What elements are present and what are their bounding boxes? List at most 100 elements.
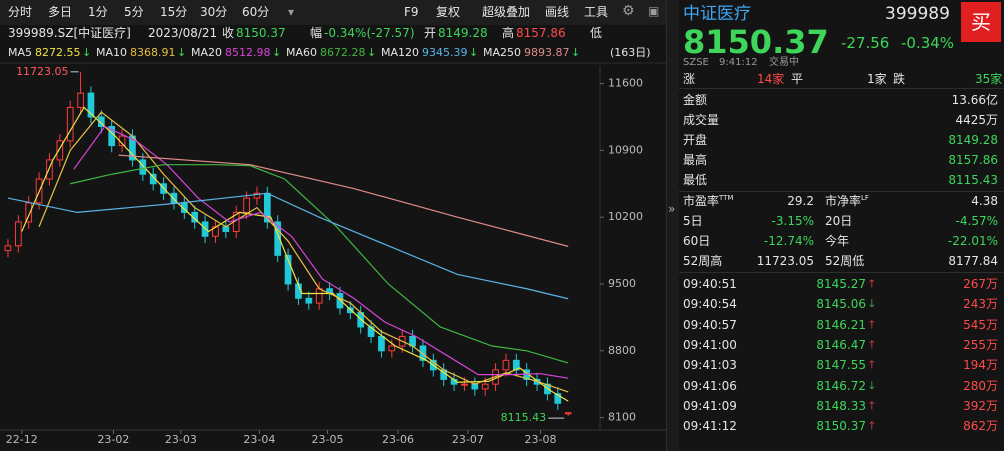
candle-body (253, 192, 261, 199)
ma-legend-value: 9345.39 (422, 46, 468, 59)
tick-time: 09:40:54 (683, 297, 737, 312)
candle-body (419, 345, 427, 361)
candle-body (378, 335, 385, 352)
candle-body (471, 383, 479, 390)
quote-time: 9:41:12 (719, 57, 758, 68)
candle-body (191, 211, 199, 223)
exchange: SZSE (683, 57, 709, 68)
settings-icon[interactable]: ⚙ (622, 3, 635, 19)
candle-body (97, 116, 105, 128)
candle-body (56, 140, 64, 161)
tick-volume: 267万 (963, 277, 998, 291)
ratio-value: 29.2 (787, 194, 814, 208)
tick-price: 8148.33 (816, 398, 866, 413)
candle-body (315, 288, 323, 304)
index-code: 399989 (885, 4, 950, 24)
tick-direction: 🡑 (869, 337, 875, 351)
tool-button[interactable]: 工具 (584, 5, 609, 19)
ratio-value: -12.74% (763, 234, 814, 248)
period-tab[interactable]: 1分 (88, 5, 108, 19)
ratio-value: 11723.05 (756, 254, 814, 268)
tool-button[interactable]: F9 (404, 5, 419, 19)
tick-price: 8146.72 (816, 378, 866, 393)
tick-price: 8146.47 (816, 337, 866, 352)
period-tab[interactable]: 15分 (160, 5, 188, 19)
ma-legend-name: MA20 (191, 46, 223, 59)
stat-value: 4425万 (955, 113, 998, 127)
candle-body (243, 197, 250, 213)
collapse-arrow[interactable]: » (668, 202, 676, 216)
period-tab[interactable]: 60分 (242, 5, 270, 19)
tick-volume: 194万 (963, 358, 998, 373)
tool-button[interactable]: 超级叠加 (482, 5, 531, 19)
info-low-label: 低 (590, 26, 603, 40)
ratio-value: -3.15% (771, 214, 814, 228)
stat-value: 8157.86 (948, 153, 998, 167)
ratio-label: 52周高 (683, 254, 723, 268)
tool-button[interactable]: 画线 (545, 5, 570, 19)
dropdown-icon[interactable]: ▾ (288, 5, 295, 19)
tick-time: 09:41:12 (683, 419, 737, 434)
breadth-label: 涨 (683, 72, 696, 86)
candle-body (305, 297, 313, 304)
ratio-superscript: TTM (719, 194, 734, 202)
tick-price: 8146.21 (816, 317, 866, 332)
ma-legend-value: 8272.55 (35, 46, 81, 59)
ratio-label: 5日 (683, 214, 703, 228)
info-symbol: 399989.SZ[中证医疗] (8, 26, 131, 40)
tick-direction: 🡓 (869, 297, 875, 311)
candle-body (149, 173, 157, 185)
ma-legend-name: MA10 (96, 46, 128, 59)
tick-price: 8145.27 (816, 277, 866, 291)
high-annotation: 11723.05 (16, 65, 69, 78)
tick-volume: 862万 (963, 419, 998, 434)
tool-button[interactable]: 复权 (436, 5, 461, 19)
period-tab[interactable]: 分时 (8, 5, 33, 19)
collapse-bar[interactable]: » (666, 0, 680, 451)
breadth-label: 跌 (893, 72, 906, 86)
tick-time: 09:41:00 (683, 337, 737, 352)
trend-arrow: ↓ (367, 46, 377, 59)
stat-label: 开盘 (683, 133, 708, 147)
info-high: 8157.86 (516, 26, 566, 40)
ma-legend-value: 8368.91 (130, 46, 176, 59)
candle-body (502, 359, 510, 371)
stat-value: 13.66亿 (951, 93, 998, 107)
ma-line (70, 164, 569, 364)
candle-body (461, 383, 468, 386)
x-tick-label: 23-06 (382, 433, 414, 446)
stat-value: 8115.43 (948, 173, 998, 187)
x-tick-label: 22-12 (6, 433, 38, 446)
separator (679, 272, 1004, 273)
ratio-label: 20日 (825, 214, 853, 228)
period-tab[interactable]: 30分 (200, 5, 228, 19)
toolbar-bg (0, 0, 666, 25)
trend-arrow: ↓ (571, 46, 581, 59)
tick-direction: 🡑 (869, 419, 875, 433)
y-tick-label: 8800 (608, 344, 636, 357)
candle-body (388, 345, 396, 352)
tick-direction: 🡑 (869, 277, 875, 290)
y-tick-label: 10900 (608, 143, 643, 156)
tick-direction: 🡑 (869, 358, 875, 372)
candle-body (77, 92, 84, 108)
tick-time: 09:40:57 (683, 317, 737, 332)
ratio-label: 60日 (683, 234, 711, 248)
ma-line (73, 125, 569, 379)
kline-panel: 8100 8800 9500 10200 10900 11600 22-12 23-02 23-… (0, 0, 666, 446)
x-tick-label: 23-07 (452, 433, 484, 446)
tick-time: 09:40:51 (683, 277, 737, 291)
candle-body (554, 393, 562, 404)
period-tab[interactable]: 5分 (124, 5, 144, 19)
more-icon[interactable]: ▣ (648, 4, 660, 18)
candle-body (4, 245, 12, 252)
x-tick-label: 23-05 (312, 433, 344, 446)
candle-body (46, 159, 53, 180)
trend-arrow: ↓ (82, 46, 92, 59)
buy-button[interactable]: 买 (961, 2, 1001, 42)
period-tab[interactable]: 多日 (48, 5, 73, 19)
breadth-value: 1家 (867, 72, 887, 86)
trend-arrow: ↓ (469, 46, 479, 59)
y-tick-label: 9500 (608, 277, 636, 290)
